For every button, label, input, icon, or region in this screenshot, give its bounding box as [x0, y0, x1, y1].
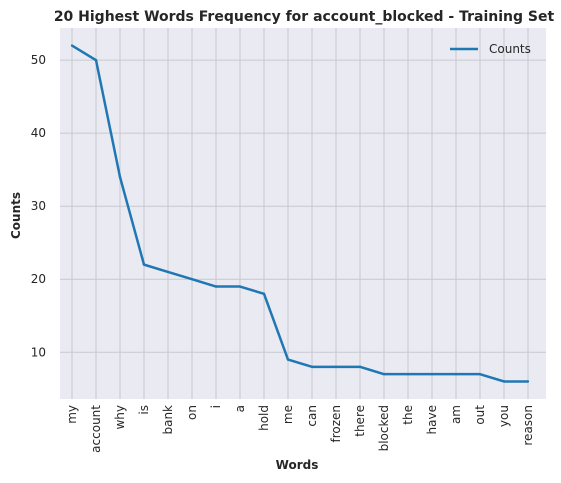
data-point	[334, 365, 338, 369]
chart-title: 20 Highest Words Frequency for account_b…	[54, 9, 555, 25]
data-point	[118, 175, 122, 179]
data-point	[358, 365, 362, 369]
x-axis: my account why is bank on i a hold me can frozen the…	[65, 405, 535, 453]
x-tick-label: the	[401, 405, 415, 425]
plot-area	[60, 28, 546, 399]
x-tick-label: you	[497, 405, 511, 427]
x-tick-label: why	[113, 405, 127, 430]
data-point	[94, 58, 98, 62]
x-tick-label: blocked	[377, 405, 391, 451]
data-point	[262, 292, 266, 296]
grid	[60, 28, 546, 399]
legend-label: Counts	[489, 42, 531, 56]
x-tick-label: there	[353, 405, 367, 437]
x-tick-label: bank	[161, 405, 175, 435]
data-point	[526, 380, 530, 383]
y-tick-label: 20	[31, 272, 46, 286]
x-axis-label: Words	[276, 458, 319, 472]
x-tick-label: is	[137, 405, 151, 415]
x-tick-label: am	[449, 405, 463, 424]
x-tick-label: have	[425, 405, 439, 434]
x-tick-label: i	[209, 405, 223, 408]
series-line-counts	[71, 44, 528, 383]
x-tick-label: reason	[521, 405, 535, 446]
data-point	[382, 372, 386, 376]
y-tick-label: 40	[31, 126, 46, 140]
x-tick-label: me	[281, 405, 295, 424]
data-point	[454, 372, 458, 376]
y-axis-label: Counts	[9, 192, 23, 239]
data-point	[286, 358, 290, 361]
x-tick-label: can	[305, 405, 319, 427]
data-point	[478, 372, 482, 376]
x-tick-label: my	[65, 405, 79, 424]
x-tick-label: a	[233, 405, 247, 412]
data-point	[430, 372, 434, 376]
data-point	[70, 44, 74, 47]
data-point	[406, 372, 410, 376]
data-point	[190, 278, 194, 281]
y-axis: 10 20 30 40 50	[31, 53, 46, 359]
x-tick-label: hold	[257, 405, 271, 431]
x-tick-label: on	[185, 405, 199, 420]
y-tick-label: 10	[31, 345, 46, 359]
data-point	[142, 263, 146, 266]
x-tick-label: account	[89, 405, 103, 453]
data-point	[502, 380, 506, 383]
data-point	[214, 285, 218, 288]
y-tick-label: 30	[31, 199, 46, 213]
legend: Counts	[450, 42, 531, 56]
x-tick-label: frozen	[329, 405, 343, 443]
x-tick-label: out	[473, 405, 487, 425]
data-point	[166, 270, 170, 274]
data-point	[238, 285, 242, 288]
y-tick-label: 50	[31, 53, 46, 67]
data-point	[310, 365, 314, 369]
series-layer	[70, 44, 530, 383]
